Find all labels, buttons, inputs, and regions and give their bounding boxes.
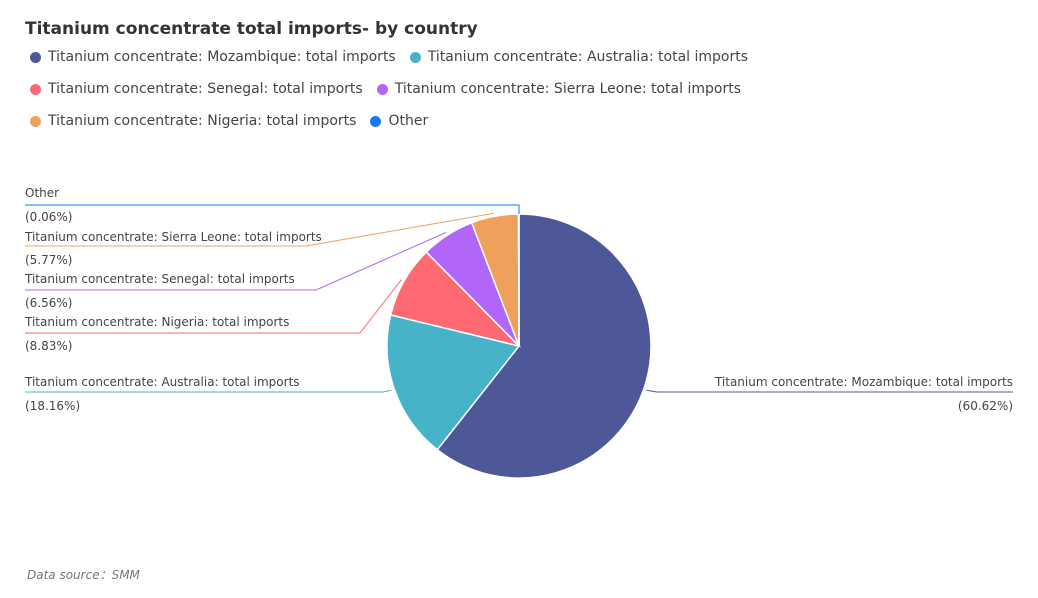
data-source: Data source：SMM: [27, 568, 140, 582]
slice-label: Titanium concentrate: Mozambique: total …: [714, 375, 1013, 389]
slice-percent: (8.83%): [25, 339, 72, 353]
slice-percent: (0.06%): [25, 210, 72, 224]
slice-label: Other: [25, 186, 59, 200]
legend-dot: [30, 51, 41, 63]
slice-percent: (18.16%): [25, 399, 80, 413]
slice-label: Titanium concentrate: Nigeria: total imp…: [24, 315, 289, 329]
slice-percent: (5.77%): [25, 253, 72, 267]
legend-label: Other: [388, 113, 429, 129]
leader-line: [25, 389, 392, 393]
legend-label: Titanium concentrate: Nigeria: total imp…: [48, 113, 357, 129]
slice-label: Titanium concentrate: Australia: total i…: [24, 375, 300, 389]
chart-title: Titanium concentrate total imports- by c…: [25, 19, 478, 39]
legend-item[interactable]: Titanium concentrate: Mozambique: total …: [30, 49, 396, 65]
slice-label: Titanium concentrate: Senegal: total imp…: [24, 272, 295, 286]
legend-dot: [376, 83, 388, 95]
slice-percent: (6.56%): [25, 296, 72, 310]
legend-dot: [370, 115, 382, 127]
leader-line: [646, 389, 1013, 393]
leader-line: [25, 279, 402, 334]
legend-item[interactable]: Other: [370, 113, 428, 129]
legend-item[interactable]: Titanium concentrate: Nigeria: total imp…: [30, 113, 356, 129]
legend-dot: [409, 51, 421, 63]
legend-item[interactable]: Titanium concentrate: Australia: total i…: [409, 49, 749, 65]
legend-label: Titanium concentrate: Senegal: total imp…: [48, 81, 363, 97]
legend-dot: [30, 115, 41, 127]
legend-label: Titanium concentrate: Australia: total i…: [427, 49, 749, 65]
leader-line: [25, 212, 495, 247]
legend-item[interactable]: Titanium concentrate: Senegal: total imp…: [30, 81, 363, 97]
leader-line: [25, 232, 447, 291]
legend-dot: [30, 83, 41, 95]
legend-item[interactable]: Titanium concentrate: Sierra Leone: tota…: [376, 81, 741, 97]
slice-percent: (60.62%): [958, 399, 1013, 413]
legend-label: Titanium concentrate: Sierra Leone: tota…: [394, 81, 741, 97]
legend-row-3: Titanium concentrate: Nigeria: total imp…: [30, 113, 428, 129]
legend-row-1: Titanium concentrate: Mozambique: total …: [30, 49, 748, 65]
legend-label: Titanium concentrate: Mozambique: total …: [48, 49, 396, 65]
slice-label: Titanium concentrate: Sierra Leone: tota…: [24, 230, 322, 244]
pie-slice[interactable]: [436, 213, 652, 479]
legend-row-2: Titanium concentrate: Senegal: total imp…: [30, 81, 741, 97]
pie-slice[interactable]: [386, 314, 521, 451]
leader-line: [25, 204, 520, 214]
